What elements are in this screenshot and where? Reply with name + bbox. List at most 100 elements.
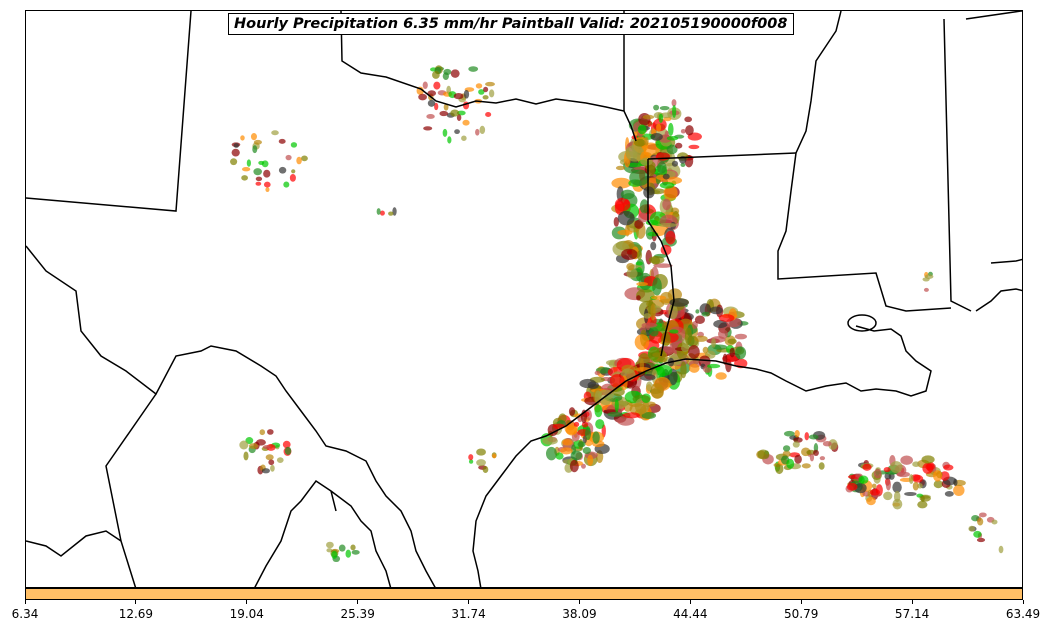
precip-blob bbox=[545, 446, 557, 461]
precip-blob bbox=[672, 105, 677, 118]
precip-blob bbox=[971, 515, 980, 522]
precip-blob bbox=[695, 309, 700, 314]
precip-blob bbox=[331, 550, 338, 559]
precip-blob bbox=[998, 545, 1004, 554]
precip-blob bbox=[561, 439, 573, 446]
precip-blob bbox=[718, 314, 735, 322]
precip-blob bbox=[794, 454, 802, 464]
precip-blob bbox=[418, 93, 427, 101]
precip-blob bbox=[492, 453, 497, 459]
precip-blob bbox=[250, 133, 257, 141]
precip-paintball-layer bbox=[230, 65, 1004, 563]
precip-blob bbox=[427, 99, 436, 107]
precip-blob bbox=[854, 482, 867, 494]
precip-blob bbox=[233, 143, 239, 148]
precip-blob bbox=[609, 374, 625, 388]
precip-blob bbox=[570, 450, 583, 461]
precip-blob bbox=[290, 142, 298, 148]
precip-blob bbox=[650, 295, 667, 300]
precip-blob bbox=[240, 135, 245, 141]
precip-blob bbox=[680, 128, 686, 134]
precip-blob bbox=[479, 125, 486, 135]
precip-blob bbox=[666, 144, 678, 155]
precip-blob bbox=[569, 459, 579, 473]
precip-blob bbox=[581, 463, 586, 469]
precip-blob bbox=[621, 248, 638, 260]
precip-blob bbox=[573, 421, 580, 427]
precip-blob bbox=[376, 208, 381, 215]
colorbar-tick-label: 38.09 bbox=[562, 607, 597, 621]
precip-blob bbox=[715, 372, 727, 380]
precip-blob bbox=[637, 124, 647, 135]
precip-blob bbox=[885, 478, 891, 491]
precip-blob bbox=[819, 456, 826, 461]
precip-blob bbox=[659, 112, 673, 119]
precip-blob bbox=[680, 162, 686, 167]
precip-blob bbox=[271, 130, 279, 136]
precip-blob bbox=[587, 454, 594, 466]
precip-blob bbox=[634, 219, 644, 229]
precip-blob bbox=[285, 154, 292, 161]
precip-blob bbox=[278, 166, 287, 174]
precip-blob bbox=[722, 353, 728, 365]
precip-blob bbox=[727, 338, 737, 344]
precip-blob bbox=[338, 544, 346, 552]
precip-blob bbox=[454, 129, 460, 135]
precip-blob bbox=[626, 268, 638, 279]
precip-blob bbox=[443, 103, 449, 111]
precip-blob bbox=[255, 181, 262, 186]
precip-blob bbox=[243, 451, 249, 461]
precip-blob bbox=[892, 498, 903, 510]
precip-blob bbox=[270, 464, 275, 472]
precip-blob bbox=[442, 128, 448, 137]
precip-blob bbox=[707, 363, 721, 369]
precip-blob bbox=[658, 113, 664, 124]
precip-blob bbox=[671, 160, 679, 167]
precip-blob bbox=[919, 495, 931, 502]
precip-blob bbox=[442, 72, 449, 80]
precip-blob bbox=[644, 136, 649, 146]
precip-blob bbox=[933, 470, 942, 482]
precip-blob bbox=[241, 166, 251, 172]
precip-blob bbox=[680, 361, 687, 379]
colorbar-tick-label: 12.69 bbox=[118, 607, 154, 621]
precip-blob bbox=[542, 437, 558, 445]
precip-blob bbox=[688, 144, 700, 150]
precip-blob bbox=[912, 481, 919, 491]
precip-blob bbox=[613, 216, 619, 227]
precip-blob bbox=[426, 114, 435, 119]
precip-blob bbox=[282, 440, 291, 449]
precip-blob bbox=[629, 403, 647, 416]
precip-blob bbox=[379, 210, 385, 216]
precip-blob bbox=[263, 169, 271, 178]
state-border-nm-tx bbox=[26, 11, 192, 212]
precip-blob bbox=[489, 89, 495, 98]
precip-blob bbox=[917, 483, 923, 489]
precip-blob bbox=[239, 440, 249, 450]
precip-blob bbox=[659, 181, 675, 189]
precip-blob bbox=[388, 211, 394, 216]
precip-blob bbox=[555, 452, 564, 460]
precip-blob bbox=[625, 144, 645, 162]
precip-blob bbox=[944, 491, 954, 497]
colorbar-tick bbox=[24, 600, 26, 604]
precip-blob bbox=[639, 374, 656, 381]
precip-blob bbox=[607, 411, 623, 417]
precip-blob bbox=[617, 210, 635, 226]
precip-blob bbox=[775, 463, 784, 475]
precip-blob bbox=[263, 181, 271, 188]
precip-blob bbox=[809, 453, 815, 462]
precip-blob bbox=[268, 459, 275, 466]
precip-blob bbox=[485, 81, 495, 87]
colorbar-tick-label: 50.79 bbox=[784, 607, 819, 621]
precip-blob bbox=[869, 488, 880, 496]
precip-blob bbox=[629, 169, 650, 186]
precip-blob bbox=[786, 458, 795, 469]
precip-blob bbox=[482, 465, 489, 474]
state-border-al-ga bbox=[965, 11, 1022, 20]
precip-blob bbox=[711, 338, 716, 348]
precip-blob bbox=[866, 496, 876, 506]
precip-blob bbox=[301, 155, 308, 162]
precip-blob bbox=[450, 109, 460, 117]
precip-blob bbox=[922, 462, 934, 474]
